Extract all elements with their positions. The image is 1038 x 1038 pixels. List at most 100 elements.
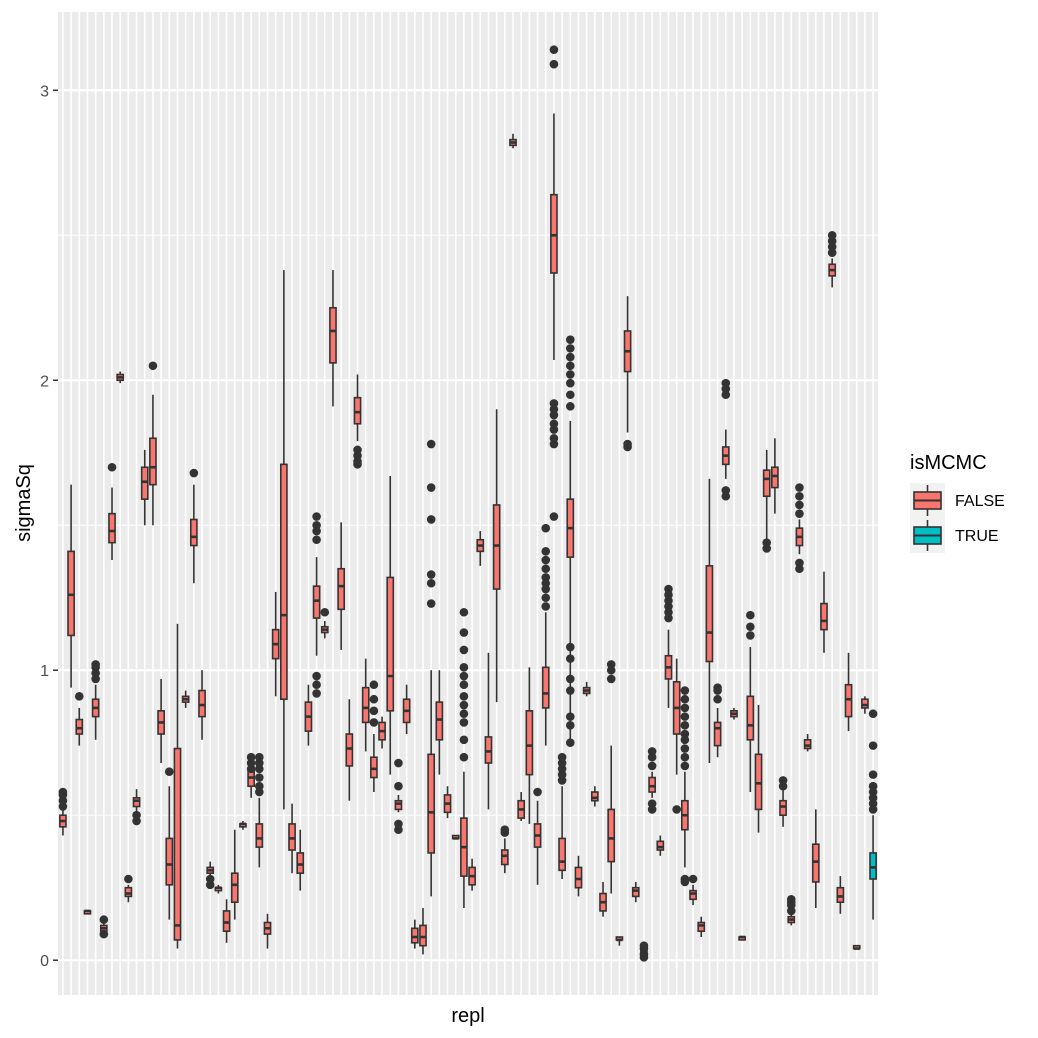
box-33 (320, 607, 330, 639)
outlier-point (868, 709, 878, 719)
outlier-point (795, 509, 804, 518)
box-body (550, 193, 558, 274)
box-90 (786, 895, 796, 926)
box-body (419, 924, 427, 947)
outlier-point (565, 721, 575, 730)
box-98 (852, 944, 861, 950)
outlier-point (99, 929, 109, 939)
outlier-point (164, 767, 174, 777)
outlier-point (369, 694, 379, 704)
box-body (312, 585, 321, 619)
box-body (410, 927, 419, 944)
box-body (345, 733, 354, 767)
outlier-point (565, 361, 575, 371)
box-body (173, 747, 182, 941)
outlier-point (459, 628, 469, 637)
box-74 (656, 835, 665, 856)
outlier-point (124, 874, 133, 884)
box-17 (189, 468, 199, 584)
outlier-point (426, 439, 436, 449)
outlier-point (557, 752, 567, 762)
outlier-point (394, 819, 403, 829)
box-1 (58, 787, 68, 836)
box-72 (639, 941, 649, 962)
box-body (222, 910, 231, 933)
box-body (746, 695, 755, 741)
outlier-point (680, 761, 690, 771)
box-67 (599, 881, 607, 917)
box-28 (279, 270, 288, 810)
box-62 (557, 752, 567, 880)
outlier-point (148, 361, 158, 371)
box-body (108, 512, 116, 544)
outlier-point (746, 610, 755, 620)
y-tick-label: 2 (40, 373, 49, 390)
box-68 (606, 660, 616, 894)
box-51 (468, 858, 476, 891)
outlier-point (369, 718, 379, 727)
box-30 (296, 829, 305, 891)
outlier-point (565, 654, 575, 663)
outlier-point (459, 735, 469, 745)
box-66 (590, 786, 599, 807)
outlier-point (664, 584, 673, 594)
outlier-point (680, 712, 690, 721)
box-body (779, 799, 787, 817)
outlier-point (541, 593, 551, 603)
outlier-point (255, 781, 264, 791)
box-3 (74, 692, 84, 746)
box-body (255, 823, 264, 848)
box-79 (697, 916, 706, 938)
box-body (198, 689, 206, 718)
box-64 (574, 855, 583, 897)
box-47 (435, 670, 444, 775)
outlier-point (647, 761, 657, 771)
box-20 (214, 884, 223, 894)
box-31 (304, 684, 313, 746)
box-body (140, 466, 149, 500)
outlier-point (426, 483, 436, 492)
box-body (149, 437, 157, 486)
box-80 (705, 478, 714, 764)
outlier-point (549, 45, 559, 54)
outlier-point (255, 752, 264, 762)
outlier-point (320, 607, 330, 617)
box-71 (631, 881, 640, 903)
outlier-point (565, 402, 575, 411)
outlier-point (795, 483, 804, 492)
outlier-point (426, 515, 436, 524)
legend-title: isMCMC (910, 452, 987, 474)
box-body (165, 837, 174, 886)
outlier-point (549, 512, 559, 521)
box-41 (386, 475, 395, 775)
box-body (771, 466, 779, 489)
box-body (500, 849, 509, 866)
box-56 (509, 133, 517, 149)
outlier-point (795, 491, 804, 501)
outlier-point (369, 706, 379, 716)
outlier-point (107, 462, 117, 472)
outlier-point (312, 535, 321, 545)
box-49 (451, 834, 460, 840)
box-body (279, 463, 288, 701)
box-85 (746, 610, 755, 793)
box-61 (549, 45, 559, 521)
outlier-point (312, 680, 321, 690)
box-body (435, 701, 444, 741)
outlier-point (565, 642, 575, 652)
box-96 (836, 876, 845, 914)
box-body (648, 776, 657, 793)
outlier-point (91, 660, 100, 669)
outlier-point (549, 419, 559, 429)
legend-entry-false: FALSE (910, 483, 1005, 518)
outlier-point (868, 781, 878, 791)
outlier-point (312, 671, 321, 681)
outlier-point (713, 694, 722, 704)
box-24 (246, 752, 256, 798)
box-50 (459, 607, 469, 909)
outlier-point (680, 729, 690, 739)
box-body (836, 886, 845, 904)
legend: isMCMC FALSE TRUE (910, 452, 1005, 553)
outlier-point (746, 622, 755, 632)
box-60 (541, 523, 551, 746)
